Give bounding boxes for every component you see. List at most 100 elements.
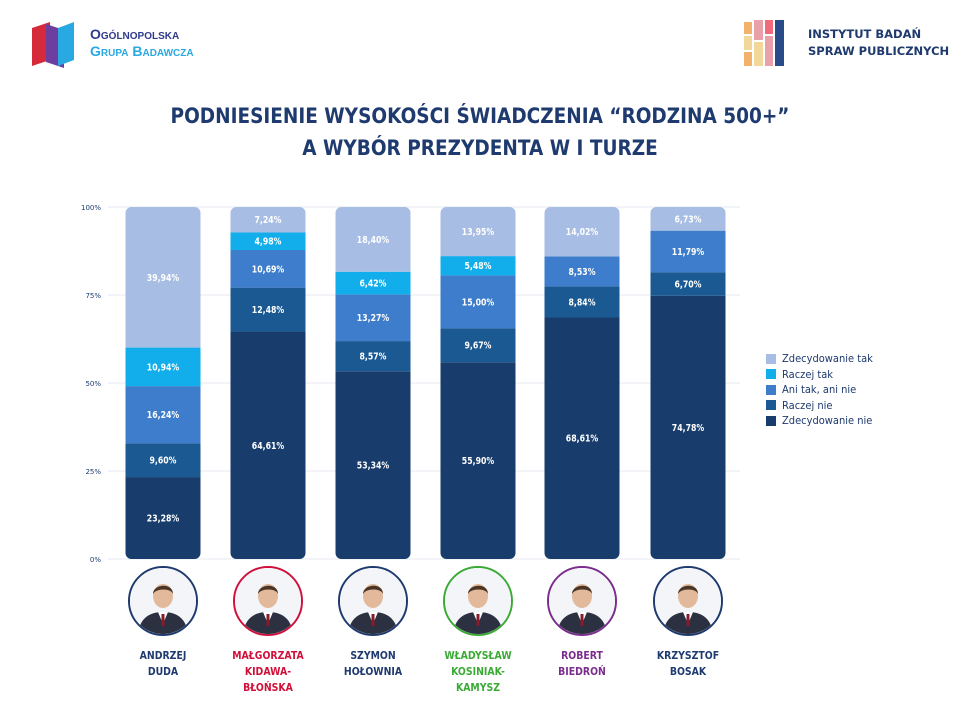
candidate-avatar — [128, 566, 198, 636]
y-tick-label: 50% — [85, 380, 101, 388]
data-label: 74,78% — [672, 423, 705, 434]
legend-item: Zdecydowanie nie — [766, 413, 883, 429]
ogb-logo-icon — [32, 22, 74, 68]
person-icon — [340, 568, 406, 634]
candidate: WŁADYSŁAW KOSINIAK-KAMYSZ — [426, 566, 530, 696]
ibsp-logo: INSTYTUT BADAŃ SPRAW PUBLICZNYCH — [742, 18, 949, 70]
candidate-name: MAŁGORZATA KIDAWA-BŁOŃSKA — [232, 649, 304, 694]
bar-segment — [230, 287, 306, 332]
candidate-name: ANDRZEJ DUDA — [139, 649, 187, 678]
data-label: 7,24% — [255, 216, 282, 227]
candidate-name: SZYMON HOŁOWNIA — [343, 649, 403, 678]
legend-item: Raczej nie — [766, 398, 883, 414]
bar-segment — [230, 232, 306, 251]
legend-swatch — [766, 384, 776, 395]
candidate: MAŁGORZATA KIDAWA-BŁOŃSKA — [216, 566, 320, 696]
data-label: 53,34% — [357, 461, 390, 472]
data-label: 13,27% — [357, 314, 390, 325]
bar-stack — [440, 207, 516, 559]
data-label: 9,60% — [150, 456, 177, 467]
bar-segment — [544, 286, 620, 318]
chart-title: PODNIESIENIE WYSOKOŚCI ŚWIADCZENIA “RODZ… — [58, 100, 903, 164]
data-label: 10,69% — [252, 265, 285, 276]
legend-label: Raczej nie — [782, 398, 833, 412]
chart-title-line2: A WYBÓR PREZYDENTA W I TURZE — [302, 136, 658, 160]
person-icon — [445, 568, 511, 634]
bar-segment — [440, 275, 516, 329]
bar-stack — [230, 207, 306, 559]
data-label: 68,61% — [566, 434, 599, 445]
legend-item: Zdecydowanie tak — [766, 351, 883, 367]
data-label: 14,02% — [566, 228, 599, 239]
bar-segment — [335, 341, 411, 372]
data-label: 5,48% — [465, 262, 492, 273]
bar-segment — [335, 294, 411, 342]
bar-segment — [650, 230, 726, 273]
data-label: 6,70% — [675, 280, 702, 291]
ibsp-logo-line2: SPRAW PUBLICZNYCH — [808, 44, 950, 58]
bar-segment — [544, 317, 620, 559]
ogb-logo: Ogólnopolska Grupa Badawcza — [30, 20, 230, 70]
data-label: 13,95% — [462, 227, 495, 238]
data-label: 10,94% — [147, 363, 180, 374]
data-label: 8,53% — [569, 267, 596, 278]
bar-segment — [544, 207, 620, 257]
bar-segment — [650, 272, 726, 296]
candidate: SZYMON HOŁOWNIA — [321, 566, 425, 680]
candidate: ANDRZEJ DUDA — [111, 566, 215, 680]
data-label: 15,00% — [462, 298, 495, 309]
legend-label: Zdecydowanie tak — [782, 352, 873, 366]
bar-segment — [125, 443, 201, 478]
data-label: 4,98% — [255, 237, 282, 248]
data-label: 6,73% — [675, 215, 702, 226]
candidate-name: KRZYSZTOF BOSAK — [656, 649, 720, 678]
legend-swatch — [766, 369, 776, 380]
bar-segment — [125, 207, 201, 348]
y-tick-label: 0% — [90, 556, 101, 564]
bar-stack — [125, 207, 201, 559]
bar-stack — [544, 207, 620, 559]
legend-item: Raczej tak — [766, 367, 883, 383]
candidate-avatar — [547, 566, 617, 636]
bar-segment — [440, 256, 516, 276]
bar-segment — [230, 250, 306, 288]
data-label: 55,90% — [462, 456, 495, 467]
legend-swatch — [766, 415, 776, 426]
data-label: 6,42% — [360, 279, 387, 290]
bar-segment — [544, 256, 620, 287]
candidate-avatar — [338, 566, 408, 636]
data-label: 11,79% — [672, 247, 705, 258]
data-label: 8,57% — [360, 352, 387, 363]
y-tick-label: 75% — [85, 292, 101, 300]
data-label: 9,67% — [465, 341, 492, 352]
legend-item: Ani tak, ani nie — [766, 382, 883, 398]
chart-title-line1: PODNIESIENIE WYSOKOŚCI ŚWIADCZENIA “RODZ… — [170, 104, 790, 128]
data-label: 39,94% — [147, 273, 180, 284]
y-tick-label: 100% — [81, 204, 101, 212]
bar-segment — [335, 207, 411, 272]
candidate-avatar — [443, 566, 513, 636]
candidate-avatar — [653, 566, 723, 636]
ibsp-logo-line1: INSTYTUT BADAŃ — [808, 27, 922, 41]
bar-segment — [125, 477, 201, 559]
data-label: 12,48% — [252, 305, 285, 316]
legend-swatch — [766, 400, 776, 411]
bar-stack — [650, 207, 726, 559]
y-tick-label: 25% — [85, 468, 101, 476]
legend-label: Zdecydowanie nie — [782, 414, 873, 428]
data-label: 8,84% — [569, 298, 596, 309]
ibsp-logo-icon — [744, 20, 784, 66]
data-label: 16,24% — [147, 411, 180, 422]
legend-label: Raczej tak — [782, 367, 834, 381]
candidate-avatar — [233, 566, 303, 636]
person-icon — [655, 568, 721, 634]
person-icon — [130, 568, 196, 634]
legend-swatch — [766, 353, 776, 364]
bar-segment — [125, 386, 201, 444]
bar-stack — [335, 207, 411, 559]
data-label: 64,61% — [252, 441, 285, 452]
candidate: KRZYSZTOF BOSAK — [636, 566, 740, 680]
data-label: 18,40% — [357, 235, 390, 246]
legend-label: Ani tak, ani nie — [782, 383, 857, 397]
candidate: ROBERT BIEDROŃ — [530, 566, 634, 680]
